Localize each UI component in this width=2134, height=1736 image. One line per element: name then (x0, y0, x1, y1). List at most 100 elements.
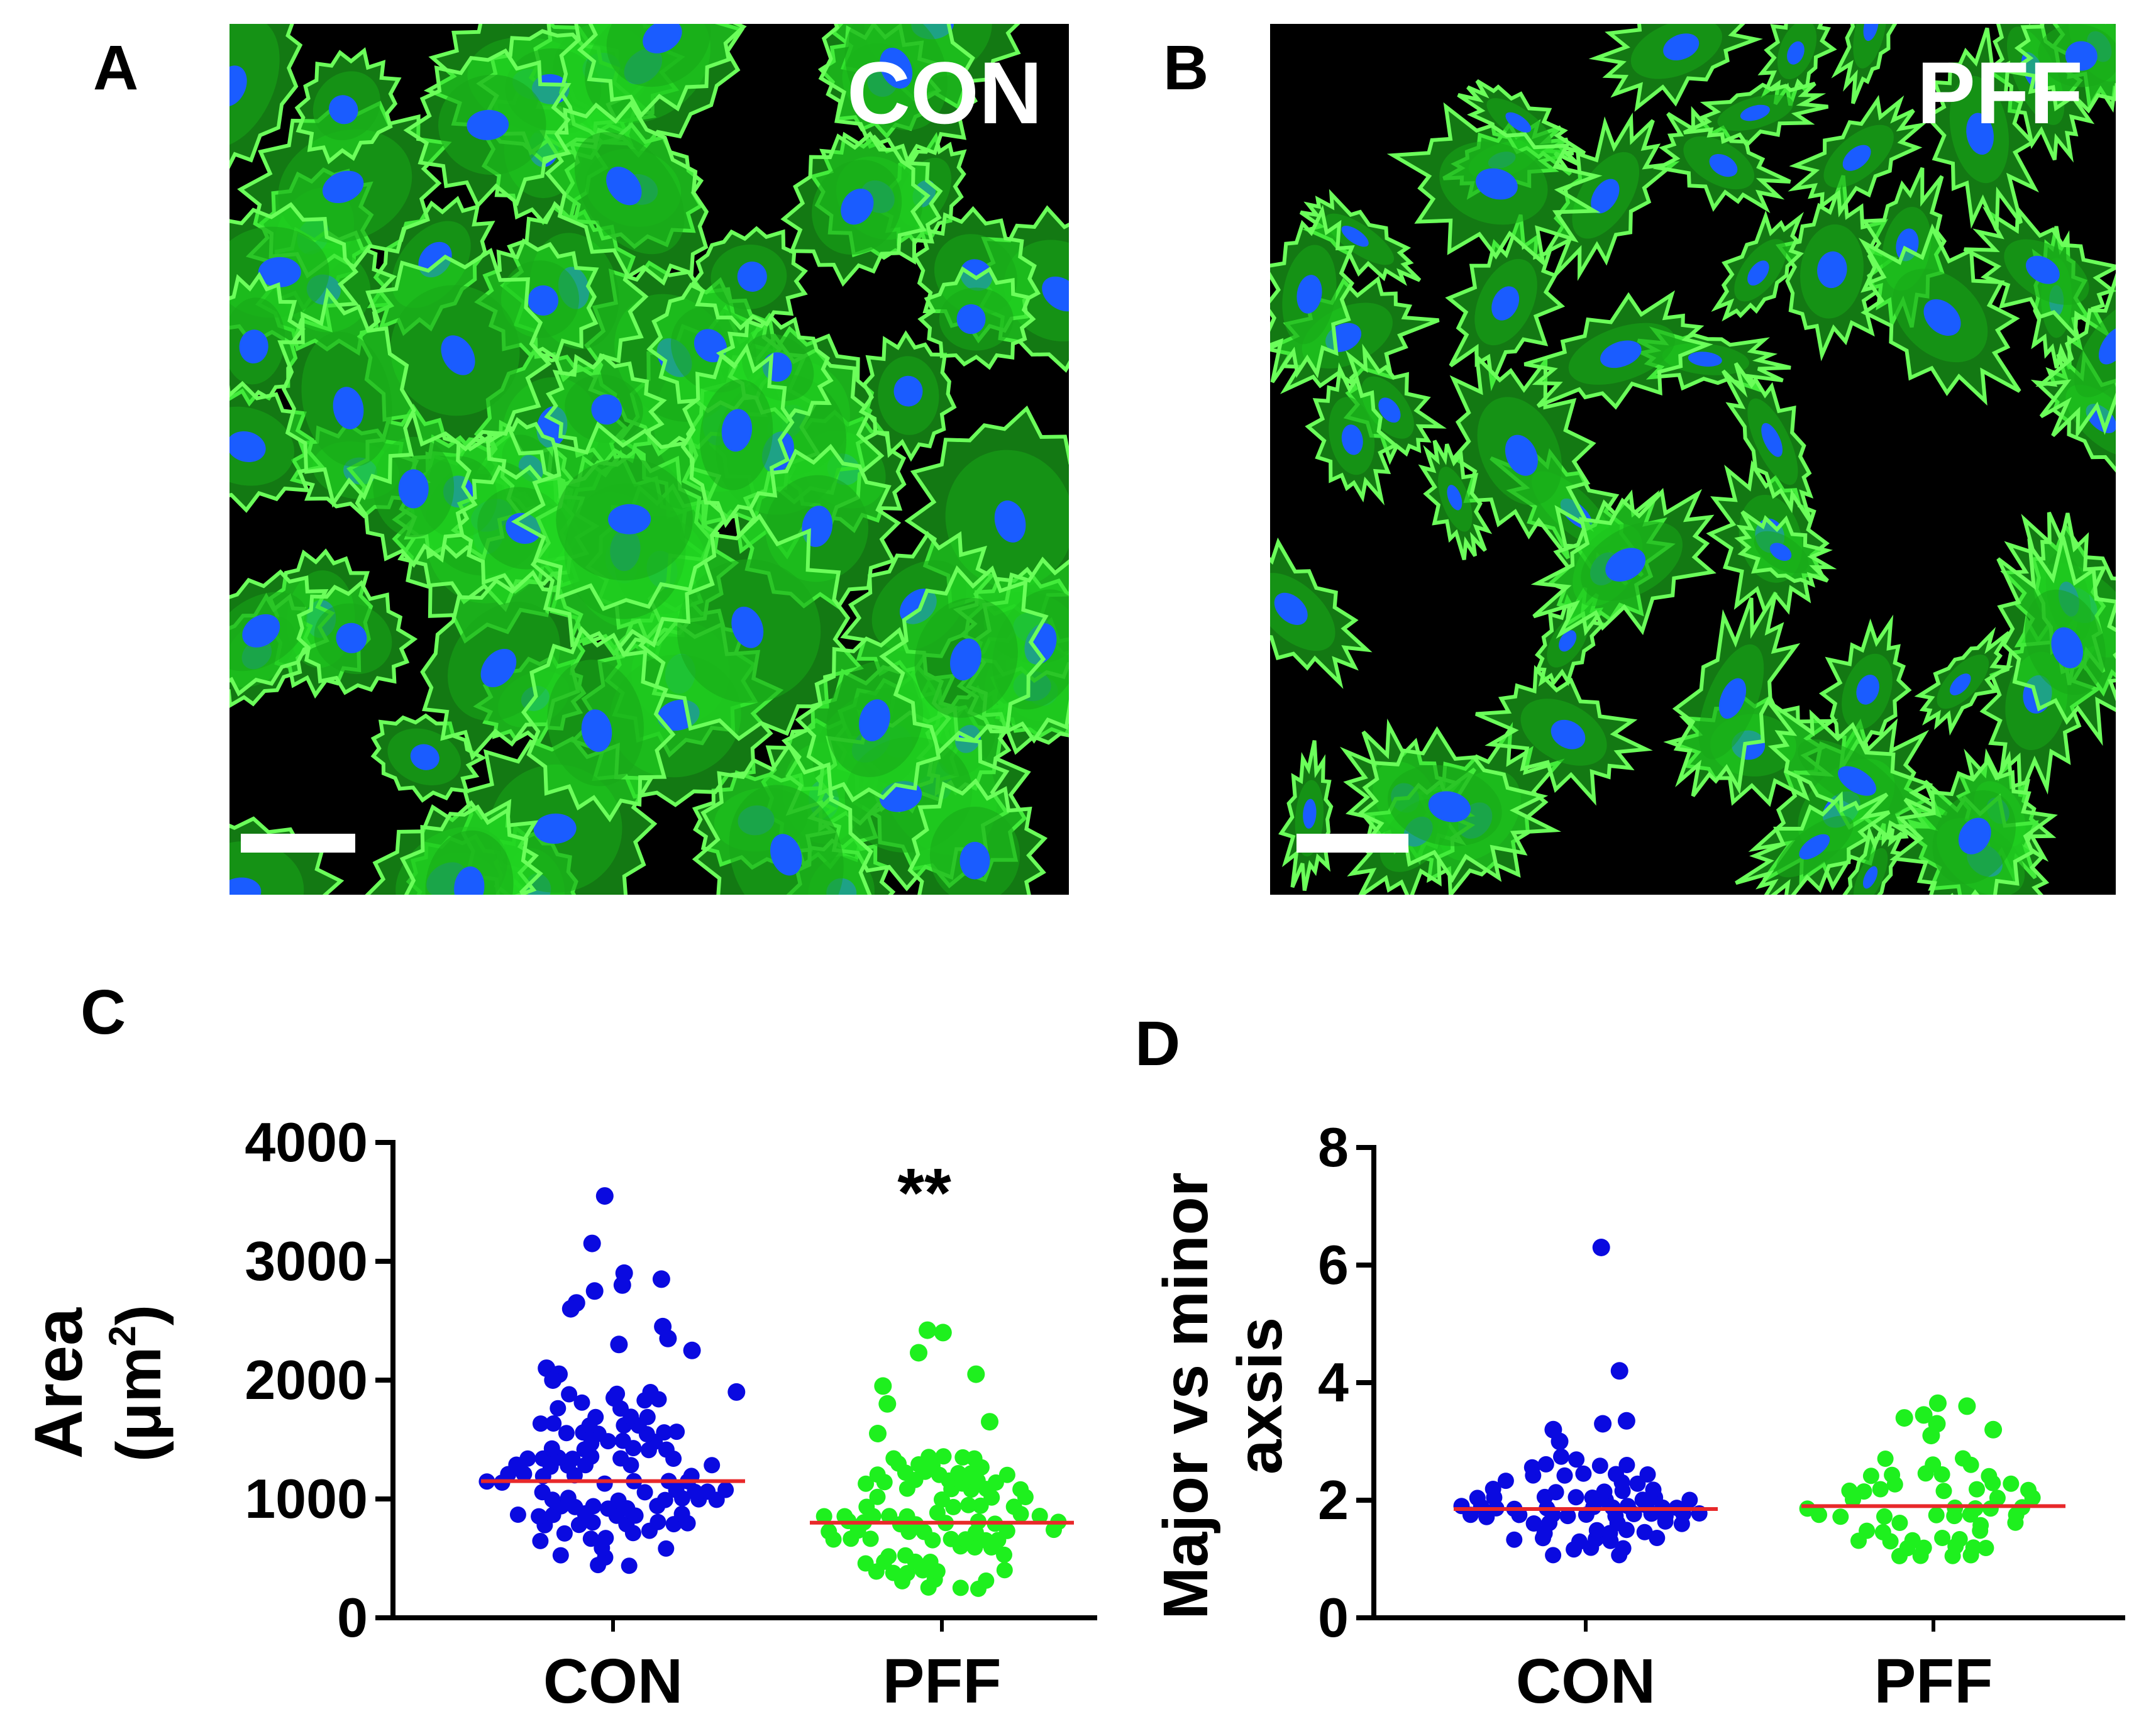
cell (229, 272, 306, 407)
data-point (2003, 1475, 2020, 1492)
data-point (1523, 1459, 1540, 1476)
y-tick-label: 2 (1318, 1469, 1349, 1531)
data-point (952, 1579, 969, 1596)
data-point (583, 1234, 601, 1252)
data-point (996, 1562, 1013, 1579)
nucleus (1747, 260, 1769, 286)
panel-letter-d: D (1135, 1009, 1181, 1079)
data-point (2020, 1481, 2037, 1498)
nucleus (1274, 592, 1308, 625)
y-axis-label: Area (20, 1307, 96, 1459)
data-point (1639, 1466, 1656, 1483)
nucleus (1688, 351, 1722, 367)
panel-letter-a: A (93, 33, 139, 103)
nucleus (841, 188, 874, 225)
y-tick-label: 6 (1318, 1234, 1349, 1296)
cell (229, 24, 303, 191)
data-point (1915, 1406, 1933, 1424)
data-point (1567, 1489, 1584, 1506)
data-point (605, 1389, 623, 1407)
data-point (561, 1386, 578, 1403)
data-point (564, 1451, 581, 1468)
data-point (519, 1450, 536, 1467)
data-point (1556, 1467, 1573, 1484)
data-point (880, 1548, 897, 1565)
cell (521, 626, 676, 822)
data-point (1989, 1490, 2006, 1507)
data-point (683, 1341, 701, 1359)
data-point (1955, 1450, 1971, 1467)
nucleus (1958, 817, 1991, 854)
data-point (862, 1530, 879, 1547)
nucleus (959, 841, 990, 880)
data-point (1551, 1432, 1569, 1451)
cell (691, 226, 808, 331)
data-point (998, 1466, 1015, 1483)
data-point (561, 1300, 580, 1318)
nucleus (229, 431, 266, 463)
data-point (869, 1488, 886, 1505)
nucleus (1447, 485, 1462, 511)
data-point (897, 1547, 914, 1564)
nucleus (1799, 834, 1830, 860)
data-point (1553, 1448, 1569, 1465)
data-point (1634, 1491, 1651, 1508)
data-point (1484, 1481, 1501, 1497)
nucleus (1378, 397, 1401, 423)
data-point (656, 1491, 673, 1508)
data-point (1799, 1500, 1816, 1517)
data-point (585, 1282, 604, 1300)
data-point (1525, 1515, 1542, 1532)
data-point (1969, 1481, 1985, 1498)
nucleus (1303, 799, 1317, 829)
data-point (534, 1484, 551, 1501)
data-point (531, 1508, 548, 1525)
cell (917, 266, 1036, 370)
data-point (1575, 1465, 1592, 1482)
data-point (1596, 1483, 1613, 1500)
data-point (1608, 1466, 1624, 1483)
data-point (878, 1395, 897, 1413)
nucleus (1863, 24, 1879, 41)
data-point (668, 1424, 685, 1440)
data-point (582, 1530, 599, 1547)
cell (277, 287, 416, 508)
data-point (1934, 1530, 1951, 1546)
area-dot-plot: 0 1000 2000 3000 4000 CON PFF Area (μm2) ** (20, 1111, 1097, 1717)
data-point (869, 1425, 887, 1442)
nucleus (1856, 675, 1879, 705)
data-point (1981, 1468, 1998, 1484)
data-point (960, 1496, 977, 1513)
nucleus (608, 504, 651, 534)
nucleus (606, 167, 642, 206)
cell (1734, 510, 1837, 588)
data-point (1984, 1420, 2003, 1439)
data-point (1636, 1523, 1653, 1540)
nucleus (2051, 627, 2083, 668)
data-point (1618, 1457, 1635, 1473)
data-point (1592, 1239, 1610, 1256)
cell (1722, 362, 1814, 523)
data-point (543, 1440, 560, 1457)
cell (229, 569, 335, 697)
data-point (558, 1425, 575, 1442)
cell (1831, 24, 1908, 104)
cell (1418, 440, 1493, 560)
data-point (929, 1504, 946, 1521)
data-point (881, 1508, 898, 1525)
data-point (815, 1508, 832, 1525)
x-tick-label: CON (543, 1646, 683, 1717)
data-point (1904, 1532, 1921, 1549)
series-con (1453, 1239, 1708, 1564)
axis-ratio-dot-plot: 0 2 4 6 8 CON PFF Major vs minor axsis (1151, 1116, 2125, 1717)
data-point (596, 1475, 613, 1492)
nucleus (1740, 104, 1770, 121)
nucleus (242, 614, 280, 648)
series-con (478, 1187, 746, 1574)
data-point (1594, 1415, 1612, 1433)
data-point (874, 1377, 892, 1395)
cell (1278, 740, 1334, 891)
data-point (636, 1484, 653, 1501)
nucleus (1605, 548, 1646, 582)
cell (1757, 24, 1837, 106)
